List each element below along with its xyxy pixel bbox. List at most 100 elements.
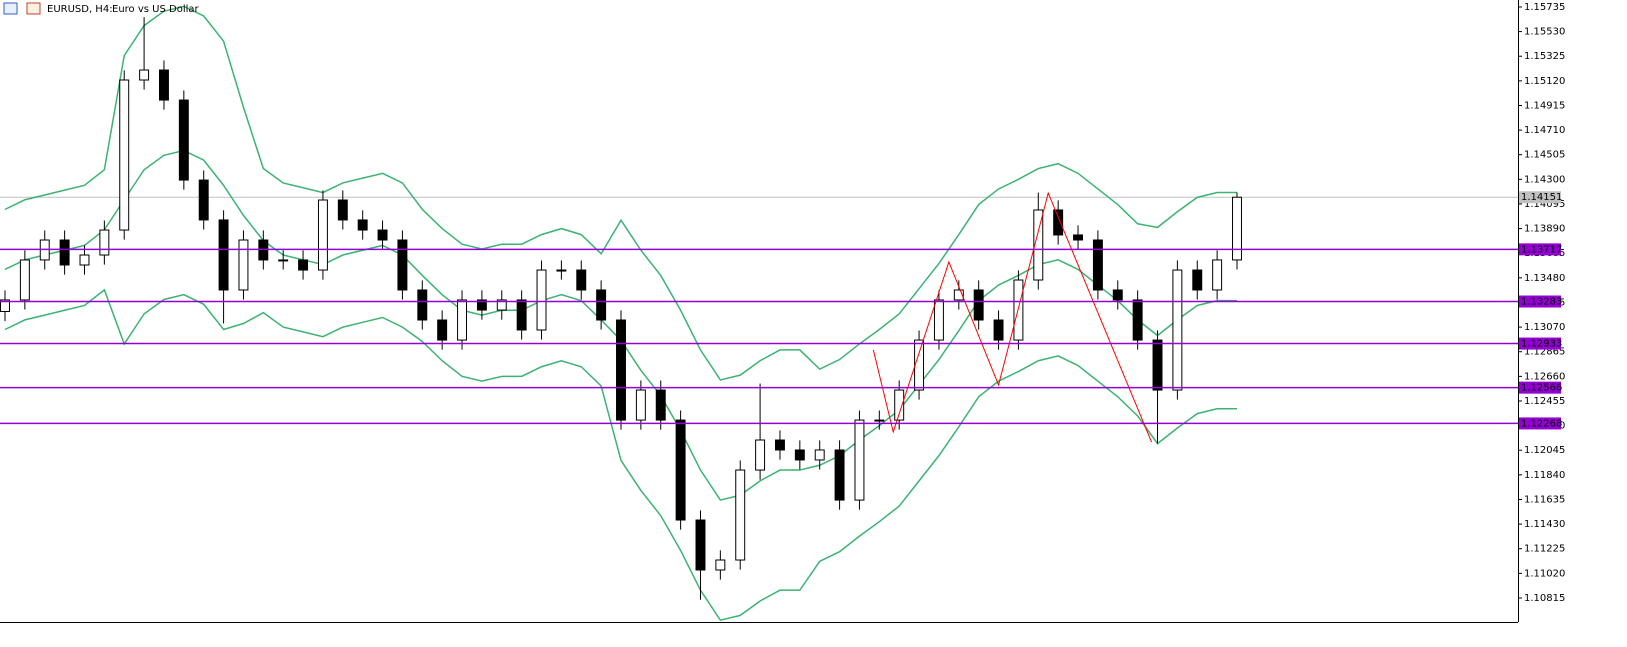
candle-body [993, 319, 1004, 341]
y-tick-label: 1.13480 [1524, 273, 1565, 284]
candle-body [218, 219, 229, 291]
y-tick-label: 1.15325 [1524, 51, 1565, 62]
candle-body [774, 439, 785, 451]
candle-body [536, 269, 547, 331]
candle-body [377, 229, 388, 241]
y-tick-label: 1.11430 [1524, 519, 1565, 530]
candle-body [953, 289, 964, 301]
chart-title: EURUSD, H4: [47, 4, 113, 15]
level-badge [1519, 417, 1561, 430]
y-tick-label: 1.15120 [1524, 76, 1565, 87]
y-tick-label: 1.11840 [1524, 470, 1565, 481]
candle-body [79, 254, 90, 266]
candle-body [19, 259, 30, 301]
candle-body [0, 299, 10, 312]
y-tick-label: 1.14710 [1524, 125, 1565, 136]
current-price-badge [1519, 191, 1561, 204]
candle-body [1092, 239, 1103, 291]
candle-body [317, 199, 328, 271]
candle-body [973, 289, 984, 321]
candle-body [1212, 259, 1223, 291]
candle-body [337, 199, 348, 221]
candle-body [655, 389, 666, 421]
bollinger-lower [4, 288, 1237, 622]
candle-body [119, 79, 130, 231]
y-tick-label: 1.12660 [1524, 371, 1565, 382]
candle-body [576, 269, 587, 291]
y-tick-label: 1.13070 [1524, 322, 1565, 333]
candle-body [1172, 269, 1183, 391]
candle-body [854, 419, 865, 501]
candle-body [278, 259, 289, 262]
candle-body [1232, 196, 1242, 261]
level-badge [1519, 295, 1561, 308]
y-tick-label: 1.13890 [1524, 224, 1565, 235]
y-tick-label: 1.11635 [1524, 494, 1565, 505]
candle-body [914, 339, 925, 391]
candle-body [476, 299, 487, 311]
y-tick-label: 1.14300 [1524, 174, 1565, 185]
level-label: 1.12566 [1521, 383, 1562, 394]
y-tick-label: 1.14915 [1524, 100, 1565, 111]
candle-body [1073, 234, 1084, 241]
candle-body [1132, 299, 1143, 341]
y-tick-label: 1.15530 [1524, 27, 1565, 38]
candle-body [894, 389, 905, 421]
candle-body [198, 179, 209, 221]
candle-body [59, 239, 70, 266]
y-tick-label: 1.14095 [1524, 199, 1565, 210]
y-tick-label: 1.12865 [1524, 347, 1565, 358]
candle-body [496, 299, 507, 311]
zigzag [872, 191, 1153, 443]
level-label: 1.13283 [1521, 297, 1562, 308]
y-tick-label: 1.11020 [1524, 568, 1565, 579]
candle-body [99, 229, 110, 256]
level-badge [1519, 243, 1561, 256]
candle-body [735, 469, 746, 561]
candle-body [635, 389, 646, 421]
candle-body [755, 439, 766, 471]
y-tick-label: 1.11225 [1524, 544, 1565, 555]
candle-body [417, 289, 428, 321]
candle-body [1053, 209, 1064, 236]
icon [3, 2, 18, 15]
candle-body [715, 559, 726, 571]
level-badge [1519, 381, 1561, 394]
candle-body [794, 449, 805, 461]
candle-body [516, 299, 527, 331]
level-label: 1.13717 [1521, 244, 1562, 255]
candle-body [933, 299, 944, 341]
candle-body [874, 419, 885, 422]
candle-body [178, 99, 189, 181]
icon [26, 2, 41, 15]
candle-body [298, 259, 309, 271]
candle-body [1112, 289, 1123, 301]
candle-body [695, 519, 706, 571]
y-tick-label: 1.15735 [1524, 2, 1565, 13]
candle-body [397, 239, 408, 291]
chart-subtitle: Euro vs US Dollar [112, 4, 200, 15]
candle-body [457, 299, 468, 341]
candle-body [1192, 269, 1203, 291]
level-label: 1.12268 [1521, 418, 1562, 429]
bollinger-upper [4, 5, 1237, 381]
plot: 1.15735 1.15530 1.15325 1.15120 1.14915 1.147… [0, 2, 1565, 622]
y-tick-label: 1.10815 [1524, 593, 1565, 604]
level-badge [1519, 337, 1561, 350]
candle-body [1152, 339, 1163, 391]
candle-body [596, 289, 607, 321]
candle-body [834, 449, 845, 501]
candle-body [158, 69, 169, 101]
candle-body [556, 269, 567, 272]
y-tick-label: 1.12045 [1524, 445, 1565, 456]
candle-body [238, 239, 249, 291]
y-tick-label: 1.14505 [1524, 150, 1565, 161]
level-label: 1.12933 [1521, 339, 1562, 350]
candle-body [616, 319, 626, 421]
y-tick-label: 1.12455 [1524, 396, 1565, 407]
candle-body [814, 449, 825, 461]
candle-body [1033, 209, 1044, 281]
